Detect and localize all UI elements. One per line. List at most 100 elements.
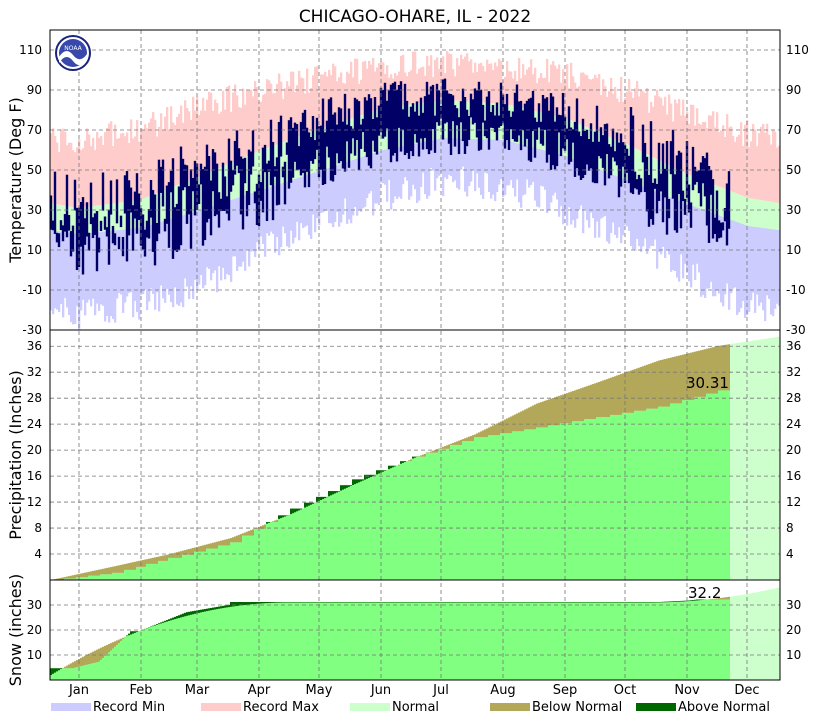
snow-base-bar xyxy=(572,602,575,680)
record-min-bar xyxy=(126,229,129,297)
precip-above-normal-bar xyxy=(370,474,373,478)
record-max-bar xyxy=(720,130,723,188)
normal-range-bar xyxy=(772,202,775,230)
record-max-bar xyxy=(96,132,99,206)
normal-range-bar xyxy=(156,193,159,223)
record-max-bar xyxy=(524,75,527,109)
record-min-bar xyxy=(504,140,507,196)
record-max-bar xyxy=(288,86,291,141)
record-min-bar xyxy=(778,230,780,306)
snow-base-bar xyxy=(260,603,263,680)
record-min-bar xyxy=(738,222,741,313)
precip-base-bar xyxy=(612,414,615,580)
record-min-bar xyxy=(600,169,603,219)
record-max-bar xyxy=(292,71,295,139)
snow-above-normal-bar xyxy=(256,602,259,604)
precip-normal-bar xyxy=(752,340,755,580)
record-min-bar xyxy=(684,203,687,264)
snow-frame xyxy=(49,579,781,681)
precip-base-bar xyxy=(368,477,371,580)
record-min-bar xyxy=(342,163,345,215)
precip-base-bar xyxy=(688,400,691,580)
precip-below-normal-bar xyxy=(720,345,723,391)
precip-below-normal-bar xyxy=(576,389,579,422)
record-min-bar xyxy=(642,186,645,247)
record-min-bar xyxy=(646,188,649,254)
precip-below-normal-bar xyxy=(476,433,479,438)
precip-below-normal-bar xyxy=(516,413,519,432)
precip-above-normal-bar xyxy=(368,474,371,478)
snow-base-bar xyxy=(222,608,225,680)
snow-base-bar xyxy=(330,602,333,680)
record-max-bar xyxy=(172,122,175,187)
observed-temp-bar xyxy=(185,165,189,224)
record-min-bar xyxy=(324,169,327,211)
snow-above-normal-bar xyxy=(278,602,281,603)
record-min-bar xyxy=(676,199,679,278)
observed-temp-bar xyxy=(573,121,577,177)
snow-above-normal-bar xyxy=(220,606,223,609)
observed-temp-bar xyxy=(181,158,185,191)
precip-above-normal-bar xyxy=(312,502,315,504)
precip-base-bar xyxy=(460,444,463,580)
record-min-bar xyxy=(538,148,541,208)
observed-temp-bar xyxy=(439,106,443,119)
snow-above-normal-bar xyxy=(576,602,579,603)
snow-base-bar xyxy=(520,602,523,680)
observed-temp-bar xyxy=(89,182,93,225)
record-min-bar xyxy=(510,141,513,180)
snow-above-normal-bar xyxy=(300,602,303,603)
snow-base-bar xyxy=(212,609,215,680)
precip-base-bar xyxy=(592,419,595,580)
observed-temp-bar xyxy=(239,156,243,215)
snow-base-bar xyxy=(528,602,531,680)
snow-above-normal-bar xyxy=(398,602,401,603)
snow-base-bar xyxy=(278,602,281,680)
snow-above-normal-bar xyxy=(264,602,267,604)
precipitation-ytick-left: 20 xyxy=(27,443,42,457)
record-min-bar xyxy=(734,221,737,288)
record-max-bar xyxy=(136,119,139,201)
snow-above-normal-bar xyxy=(354,602,357,603)
snow-base-bar xyxy=(566,602,569,680)
record-min-bar xyxy=(328,167,331,224)
record-min-bar xyxy=(674,199,677,271)
snow-base-bar xyxy=(594,602,597,680)
precip-base-bar xyxy=(520,431,523,580)
precipitation-ytick-left: 12 xyxy=(27,495,42,509)
precip-below-normal-bar xyxy=(586,386,589,420)
snow-above-normal-bar xyxy=(644,602,647,603)
precip-below-normal-bar xyxy=(232,537,235,543)
snow-base-bar xyxy=(696,600,699,680)
snow-below-normal-bar xyxy=(94,650,97,663)
snow-above-normal-bar xyxy=(582,602,585,603)
record-max-bar xyxy=(736,136,739,194)
precip-base-bar xyxy=(598,417,601,580)
observed-temp-bar xyxy=(325,120,329,147)
observed-temp-bar xyxy=(377,105,381,136)
normal-range-bar xyxy=(636,149,639,185)
snow-above-normal-bar xyxy=(440,602,443,603)
record-max-bar xyxy=(280,81,283,143)
observed-temp-bar xyxy=(477,81,481,151)
precip-below-normal-bar xyxy=(108,567,111,575)
snow-above-normal-bar xyxy=(624,602,627,603)
snow-base-bar xyxy=(550,602,553,680)
observed-temp-bar xyxy=(361,118,365,133)
observed-temp-bar xyxy=(199,163,203,185)
snow-above-normal-bar xyxy=(668,601,671,603)
legend-label: Normal xyxy=(392,700,439,715)
precip-below-normal-bar xyxy=(136,561,139,567)
record-max-bar xyxy=(448,53,451,101)
snow-base-bar xyxy=(256,603,259,680)
record-max-bar xyxy=(466,53,469,102)
precip-below-normal-bar xyxy=(652,362,655,409)
record-max-bar xyxy=(122,132,125,203)
snow-base-bar xyxy=(470,602,473,680)
snow-base-bar xyxy=(406,602,409,680)
precip-below-normal-bar xyxy=(98,569,101,576)
record-max-bar xyxy=(436,57,439,101)
snow-ytick-right: 10 xyxy=(786,648,801,662)
precip-base-bar xyxy=(342,489,345,580)
